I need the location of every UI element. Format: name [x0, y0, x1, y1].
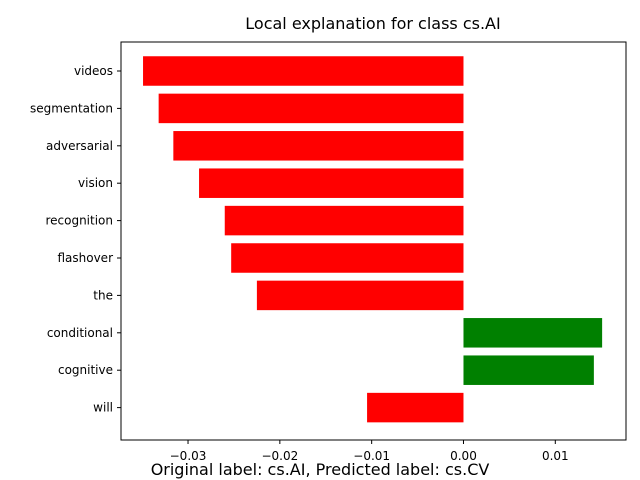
y-tick-label: segmentation [30, 101, 113, 115]
bar-conditional [463, 318, 603, 348]
y-tick-label: the [93, 288, 113, 302]
bars-layer [143, 56, 603, 423]
y-tick-label: videos [74, 64, 113, 78]
y-axis: videos segmentation adversarial vision recog… [30, 64, 121, 415]
y-tick-label: recognition [45, 214, 113, 228]
x-tick-label: −0.02 [261, 449, 298, 463]
y-tick-label: flashover [57, 251, 113, 265]
x-tick-label: −0.01 [353, 449, 390, 463]
x-tick-label: 0.01 [542, 449, 569, 463]
x-axis: −0.03 −0.02 −0.01 0.00 0.01 [170, 440, 569, 463]
bar-vision [199, 168, 464, 198]
bar-cognitive [463, 355, 594, 385]
bar-adversarial [173, 131, 464, 161]
bar-flashover [231, 243, 464, 273]
y-tick-label: will [93, 401, 113, 415]
bar-videos [143, 56, 464, 86]
bar-recognition [224, 205, 464, 236]
bar-will [367, 392, 464, 423]
chart-title: Local explanation for class cs.AI [245, 14, 500, 33]
bar-segmentation [158, 93, 464, 124]
chart-caption: Original label: cs.AI, Predicted label: … [151, 460, 490, 479]
x-tick-label: 0.00 [450, 449, 477, 463]
x-tick-label: −0.03 [170, 449, 207, 463]
y-tick-label: vision [78, 176, 113, 190]
plot-area-frame [120, 41, 627, 441]
bar-the [256, 280, 464, 311]
y-tick-label: conditional [47, 326, 113, 340]
y-tick-label: cognitive [58, 363, 113, 377]
y-tick-label: adversarial [46, 139, 113, 153]
